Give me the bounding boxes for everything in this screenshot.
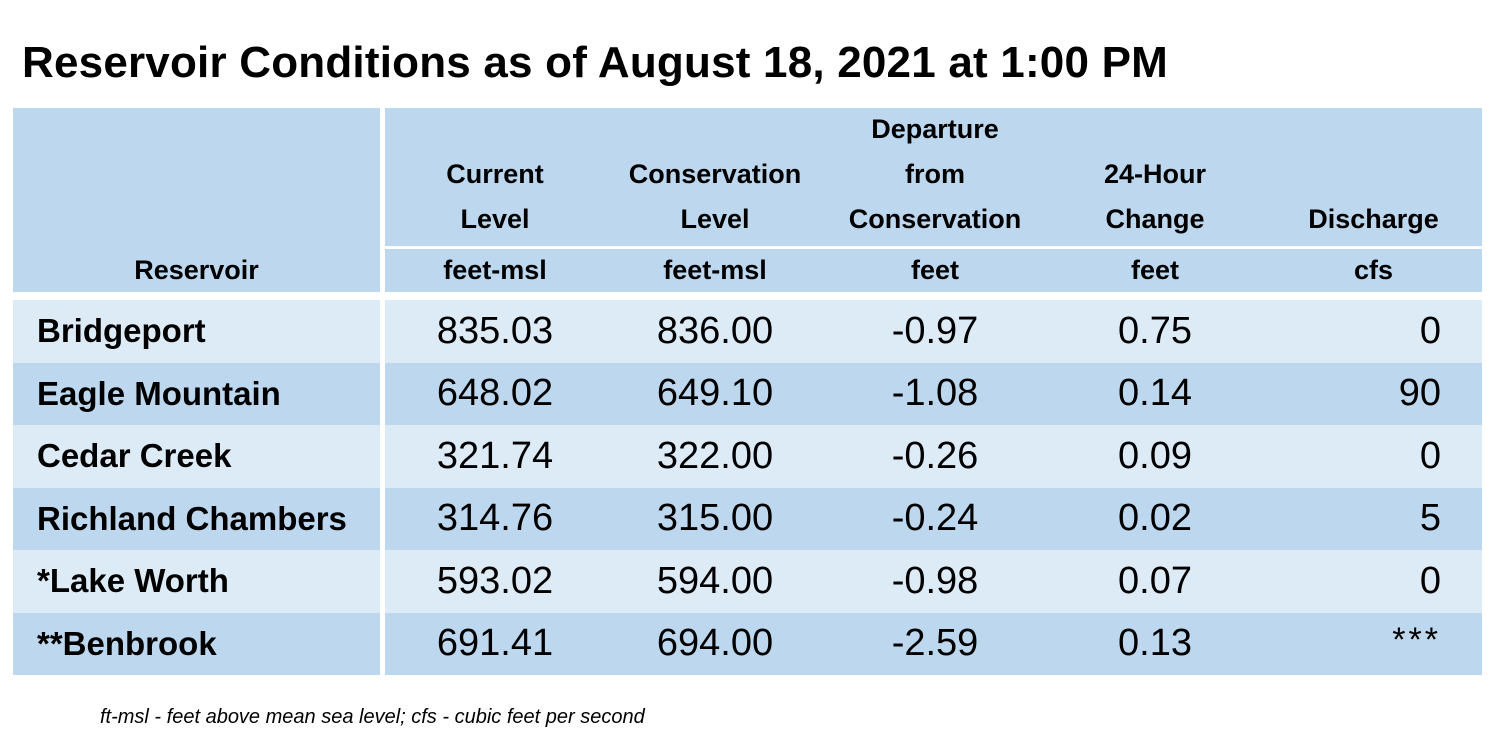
- departure: -0.26: [891, 434, 979, 477]
- header-conservation-level: Conservation Level: [605, 108, 825, 246]
- reservoir-table: Current Level Conservation Level Departu…: [13, 108, 1482, 675]
- header-text: Conservation: [848, 204, 1022, 234]
- current-level: 593.02: [436, 559, 554, 602]
- header-text: Conservation: [628, 159, 802, 189]
- reservoir-name: *Lake Worth: [37, 562, 229, 600]
- header-current-level: Current Level: [385, 108, 605, 246]
- reservoir-name: Eagle Mountain: [37, 374, 281, 412]
- header-text: Discharge: [1308, 204, 1439, 234]
- header-text: Departure: [871, 114, 999, 144]
- header-separator: [13, 246, 1482, 249]
- footnote: ft-msl - feet above mean sea level; cfs …: [100, 706, 645, 728]
- header-text: Change: [1105, 204, 1205, 234]
- header-reservoir: Reservoir: [134, 255, 259, 285]
- column-divider: [380, 249, 385, 292]
- change-24hr: 0.07: [1118, 559, 1192, 602]
- change-24hr: 0.13: [1118, 622, 1192, 665]
- conservation-level: 836.00: [656, 309, 774, 352]
- table-row: Bridgeport 835.03 836.00 -0.97 0.75 0: [13, 300, 1482, 363]
- column-divider: [380, 300, 385, 363]
- conservation-level: 315.00: [656, 497, 774, 540]
- unit-discharge: cfs: [1353, 255, 1394, 285]
- departure: -0.98: [891, 559, 979, 602]
- table-header-units: Reservoir feet-msl feet-msl feet feet cf…: [13, 249, 1482, 292]
- header-text: Current: [446, 159, 544, 189]
- conservation-level: 649.10: [656, 372, 774, 415]
- reservoir-name: Richland Chambers: [37, 499, 347, 537]
- table-body: Bridgeport 835.03 836.00 -0.97 0.75 0 Ea…: [13, 300, 1482, 675]
- page-title: Reservoir Conditions as of August 18, 20…: [22, 38, 1168, 87]
- change-24hr: 0.14: [1118, 372, 1192, 415]
- reservoir-name: **Benbrook: [37, 624, 217, 662]
- column-divider: [380, 362, 385, 425]
- table-row: **Benbrook 691.41 694.00 -2.59 0.13 ***: [13, 612, 1482, 675]
- table-row: Eagle Mountain 648.02 649.10 -1.08 0.14 …: [13, 362, 1482, 425]
- current-level: 691.41: [436, 622, 554, 665]
- discharge: 0: [1419, 559, 1441, 602]
- current-level: 835.03: [436, 309, 554, 352]
- header-departure: Departure from Conservation: [825, 108, 1045, 246]
- discharge: 5: [1419, 497, 1441, 540]
- discharge: 90: [1398, 372, 1441, 415]
- current-level: 648.02: [436, 372, 554, 415]
- change-24hr: 0.09: [1118, 434, 1192, 477]
- change-24hr: 0.02: [1118, 497, 1192, 540]
- column-divider: [380, 550, 385, 613]
- departure: -1.08: [891, 372, 979, 415]
- departure: -0.24: [891, 497, 979, 540]
- change-24hr: 0.75: [1118, 309, 1192, 352]
- reservoir-name: Cedar Creek: [37, 437, 232, 475]
- discharge: 0: [1419, 309, 1441, 352]
- column-divider: [380, 487, 385, 550]
- conservation-level: 322.00: [656, 434, 774, 477]
- discharge: 0: [1419, 434, 1441, 477]
- conservation-level: 594.00: [656, 559, 774, 602]
- current-level: 314.76: [436, 497, 554, 540]
- header-discharge: Discharge: [1265, 108, 1482, 246]
- unit-current: feet-msl: [443, 255, 547, 285]
- column-divider: [380, 108, 385, 246]
- table-row: Richland Chambers 314.76 315.00 -0.24 0.…: [13, 487, 1482, 550]
- departure: -2.59: [891, 622, 979, 665]
- table-row: Cedar Creek 321.74 322.00 -0.26 0.09 0: [13, 425, 1482, 488]
- header-text: 24-Hour: [1103, 159, 1206, 189]
- unit-conservation: feet-msl: [663, 255, 767, 285]
- header-reservoir-spacer: [13, 108, 380, 246]
- column-divider: [380, 612, 385, 675]
- unit-departure: feet: [910, 255, 959, 285]
- current-level: 321.74: [436, 434, 554, 477]
- reservoir-name: Bridgeport: [37, 312, 206, 350]
- discharge: ***: [1392, 620, 1441, 659]
- header-text: from: [904, 159, 965, 189]
- conservation-level: 694.00: [656, 622, 774, 665]
- table-row: *Lake Worth 593.02 594.00 -0.98 0.07 0: [13, 550, 1482, 613]
- header-text: Level: [680, 204, 750, 234]
- header-24hr-change: 24-Hour Change: [1045, 108, 1265, 246]
- departure: -0.97: [891, 309, 979, 352]
- header-text: Level: [460, 204, 530, 234]
- unit-change: feet: [1130, 255, 1179, 285]
- table-header: Current Level Conservation Level Departu…: [13, 108, 1482, 246]
- column-divider: [380, 425, 385, 488]
